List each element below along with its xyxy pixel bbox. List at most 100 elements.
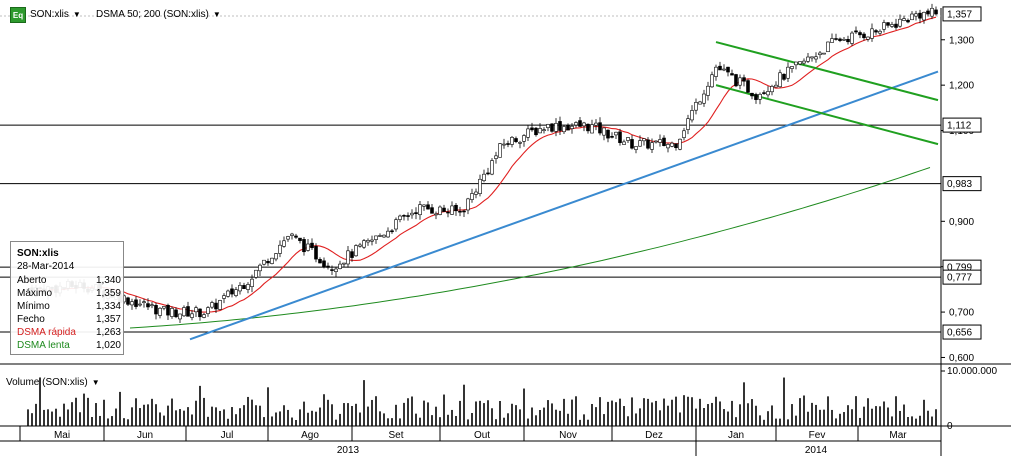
x-tick-label: Jan [728, 430, 744, 441]
candle-body [186, 306, 190, 317]
candle-body [930, 7, 934, 17]
x-tick-label: Dez [645, 430, 663, 441]
candle-body [846, 39, 850, 43]
candle-body [350, 251, 354, 258]
candle-body [702, 93, 706, 104]
candle-body [346, 250, 350, 265]
chevron-down-icon[interactable]: ▼ [212, 9, 221, 19]
candle-body [510, 137, 514, 145]
candle-body [430, 207, 434, 214]
candle-body [566, 125, 570, 131]
candle-body [582, 122, 586, 127]
candle-body [518, 142, 522, 144]
candle-body [730, 73, 734, 76]
candle-body [250, 278, 254, 287]
candle-body [366, 240, 370, 243]
candle-body [766, 91, 770, 96]
candle-body [886, 22, 890, 26]
candle-body [230, 288, 234, 295]
candle-body [382, 234, 386, 238]
indicator-selector[interactable]: DSMA 50; 200 (SON:xlis) ▼ [96, 6, 221, 22]
candle-body [138, 303, 142, 306]
candle-body [750, 92, 754, 97]
equity-icon[interactable]: Eq [10, 7, 26, 23]
candle-body [902, 18, 906, 21]
candle-body [894, 23, 898, 28]
candle-body [194, 307, 198, 313]
price-tag [942, 6, 982, 22]
candle-body [926, 10, 930, 15]
candle-body [394, 219, 398, 230]
slow-ma-line [129, 167, 931, 329]
candle-body [906, 19, 910, 23]
candle-body [306, 243, 310, 251]
candle-body [602, 127, 606, 136]
candle-body [610, 136, 614, 138]
candle-body [666, 144, 670, 149]
candle-body [722, 68, 726, 71]
candle-body [606, 129, 610, 139]
candle-body [670, 142, 674, 147]
candle-body [490, 160, 494, 175]
candle-body [246, 284, 250, 290]
candle-body [426, 204, 430, 210]
candle-body [438, 206, 442, 215]
chevron-down-icon[interactable]: ▼ [91, 378, 100, 387]
price-tag-label: 0,983 [947, 179, 972, 190]
candle-body [182, 307, 186, 317]
candle-body [778, 72, 782, 88]
price-tag-label: 1,357 [947, 9, 972, 20]
candle-body [622, 141, 626, 145]
candle-body [378, 235, 382, 237]
price-tag [942, 176, 982, 192]
candle-body [658, 139, 662, 143]
candle-body [290, 233, 294, 236]
candle-body [238, 285, 242, 292]
candle-body [790, 66, 794, 69]
candle-body [866, 36, 870, 40]
candle-body [166, 304, 170, 316]
candle-body [258, 264, 262, 272]
candle-body [562, 126, 566, 133]
candle-body [810, 56, 814, 59]
candle-body [814, 56, 818, 60]
candle-body [358, 244, 362, 247]
candle-body [838, 38, 842, 41]
candle-body [414, 212, 418, 215]
candle-body [242, 285, 246, 289]
candle-body [934, 9, 938, 15]
candle-body [422, 204, 426, 207]
candle-body [222, 295, 226, 299]
candle-body [618, 131, 622, 143]
chevron-down-icon[interactable]: ▼ [72, 9, 81, 19]
candle-body [718, 65, 722, 71]
candle-body [326, 265, 330, 268]
symbol-selector[interactable]: SON:xlis ▼ [30, 6, 81, 22]
candle-body [586, 123, 590, 132]
candle-body [554, 123, 558, 132]
info-value: 1,357 [95, 314, 121, 325]
candle-body [146, 303, 150, 308]
volume-panel-header[interactable]: Volume (SON:xlis) ▼ [6, 377, 100, 388]
candle-body [278, 244, 282, 254]
y-tick-label: 0,600 [949, 353, 974, 364]
candle-body [798, 61, 802, 65]
candle-body [178, 313, 182, 320]
candle-body [550, 123, 554, 132]
candle-body [202, 314, 206, 318]
candle-body [714, 66, 718, 77]
candle-body [534, 127, 538, 136]
candle-body [262, 259, 266, 265]
candle-body [494, 155, 498, 159]
info-value: 1,340 [95, 275, 121, 286]
candle-body [802, 60, 806, 64]
candle-body [694, 102, 698, 111]
candle-body [342, 262, 346, 265]
candle-body [854, 30, 858, 33]
info-row: DSMA rápida 1,263 [17, 327, 121, 340]
candle-body [450, 205, 454, 215]
candle-body [170, 308, 174, 317]
candle-body [710, 74, 714, 88]
candle-body [266, 261, 270, 264]
